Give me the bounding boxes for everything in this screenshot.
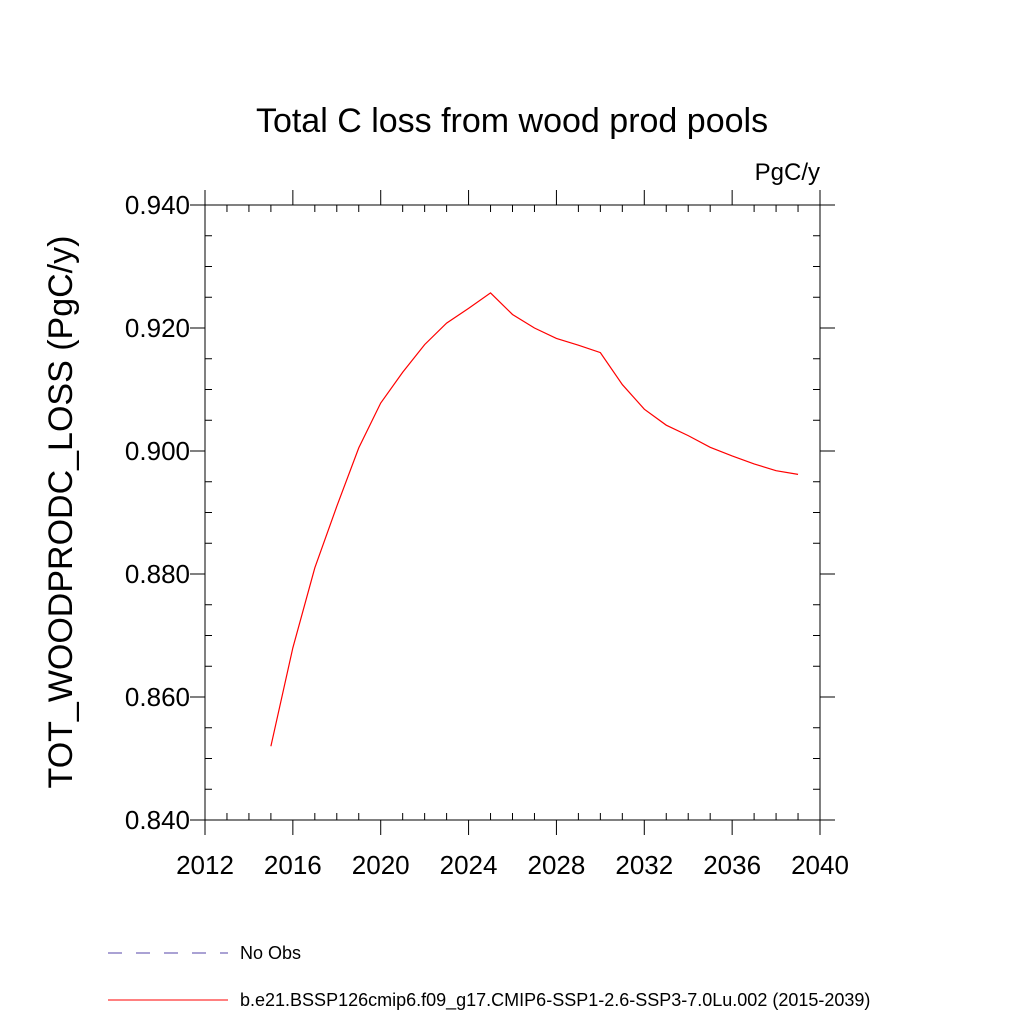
axis-ticks: [190, 190, 835, 835]
x-tick-label: 2020: [352, 850, 410, 880]
legend-entry-label: b.e21.BSSP126cmip6.f09_g17.CMIP6-SSP1-2.…: [240, 990, 870, 1011]
y-tick-label: 0.880: [125, 559, 190, 589]
units-label: PgC/y: [755, 159, 820, 186]
y-tick-label: 0.840: [125, 805, 190, 835]
x-tick-label: 2024: [440, 850, 498, 880]
y-tick-label: 0.860: [125, 682, 190, 712]
x-tick-label: 2028: [528, 850, 586, 880]
y-axis-title: TOT_WOODPRODC_LOSS (PgC/y): [42, 236, 80, 789]
legend-entry-label: No Obs: [240, 943, 301, 963]
x-tick-label: 2012: [176, 850, 234, 880]
tick-labels: 2012 2016 2020 2024 2028 2032 2036 2040 0.840 0.8…: [125, 190, 849, 880]
x-tick-label: 2036: [703, 850, 761, 880]
y-tick-label: 0.940: [125, 190, 190, 220]
chart-title: Total C loss from wood prod pools: [256, 102, 768, 140]
x-tick-label: 2040: [791, 850, 849, 880]
legend: No Obs b.e21.BSSP126cmip6.f09_g17.CMIP6-S…: [108, 943, 870, 1011]
x-tick-label: 2016: [264, 850, 322, 880]
x-tick-label: 2032: [615, 850, 673, 880]
series-layer: [270, 292, 799, 747]
y-tick-label: 0.920: [125, 313, 190, 343]
series-line: [270, 292, 799, 747]
plot-frame: [204, 204, 821, 821]
y-tick-label: 0.900: [125, 436, 190, 466]
